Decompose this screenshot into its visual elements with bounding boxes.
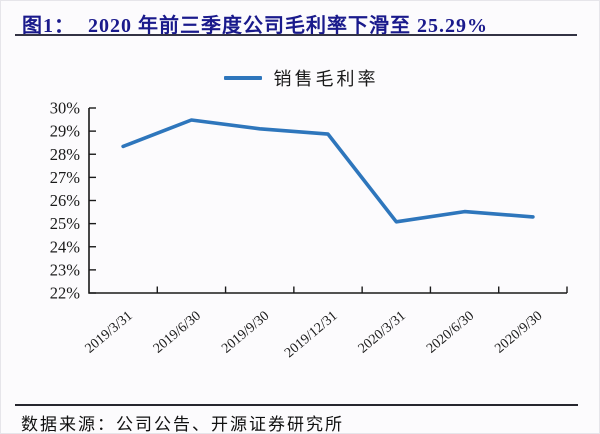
y-axis-label: 27% xyxy=(50,168,81,187)
x-axis-label: 2020/6/30 xyxy=(424,309,477,357)
y-axis-label: 24% xyxy=(50,237,81,256)
legend-line-marker xyxy=(223,76,262,80)
title-underline xyxy=(15,34,577,36)
x-axis-label: 2019/9/30 xyxy=(219,309,272,357)
figure-title: 图1： 2020 年前三季度公司毛利率下滑至 25.29% xyxy=(22,9,488,38)
data-source-text: 数据来源：公司公告、开源证券研究所 xyxy=(21,415,344,434)
x-axis-label: 2019/12/31 xyxy=(282,309,341,361)
x-axis-label: 2019/6/30 xyxy=(151,309,204,357)
x-axis-label: 2020/9/30 xyxy=(492,309,545,357)
figure-title-text: 2020 年前三季度公司毛利率下滑至 25.29% xyxy=(88,15,488,37)
figure-number-label: 图1： xyxy=(22,15,75,37)
y-axis-label: 30% xyxy=(50,99,81,118)
legend-series-label: 销售毛利率 xyxy=(273,69,379,89)
y-axis-label: 22% xyxy=(50,284,81,303)
series-line-gross-margin xyxy=(121,118,535,224)
x-axis-label: 2020/3/31 xyxy=(356,309,409,357)
chart-legend: 销售毛利率 xyxy=(1,67,599,89)
y-axis-label: 28% xyxy=(50,145,81,164)
y-axis-label: 29% xyxy=(50,122,81,141)
y-axis-label: 26% xyxy=(50,191,81,210)
x-axis-label: 2019/3/31 xyxy=(83,309,136,357)
y-axis-label: 25% xyxy=(50,214,81,233)
y-axis-label: 23% xyxy=(50,260,81,279)
source-divider xyxy=(15,404,578,406)
